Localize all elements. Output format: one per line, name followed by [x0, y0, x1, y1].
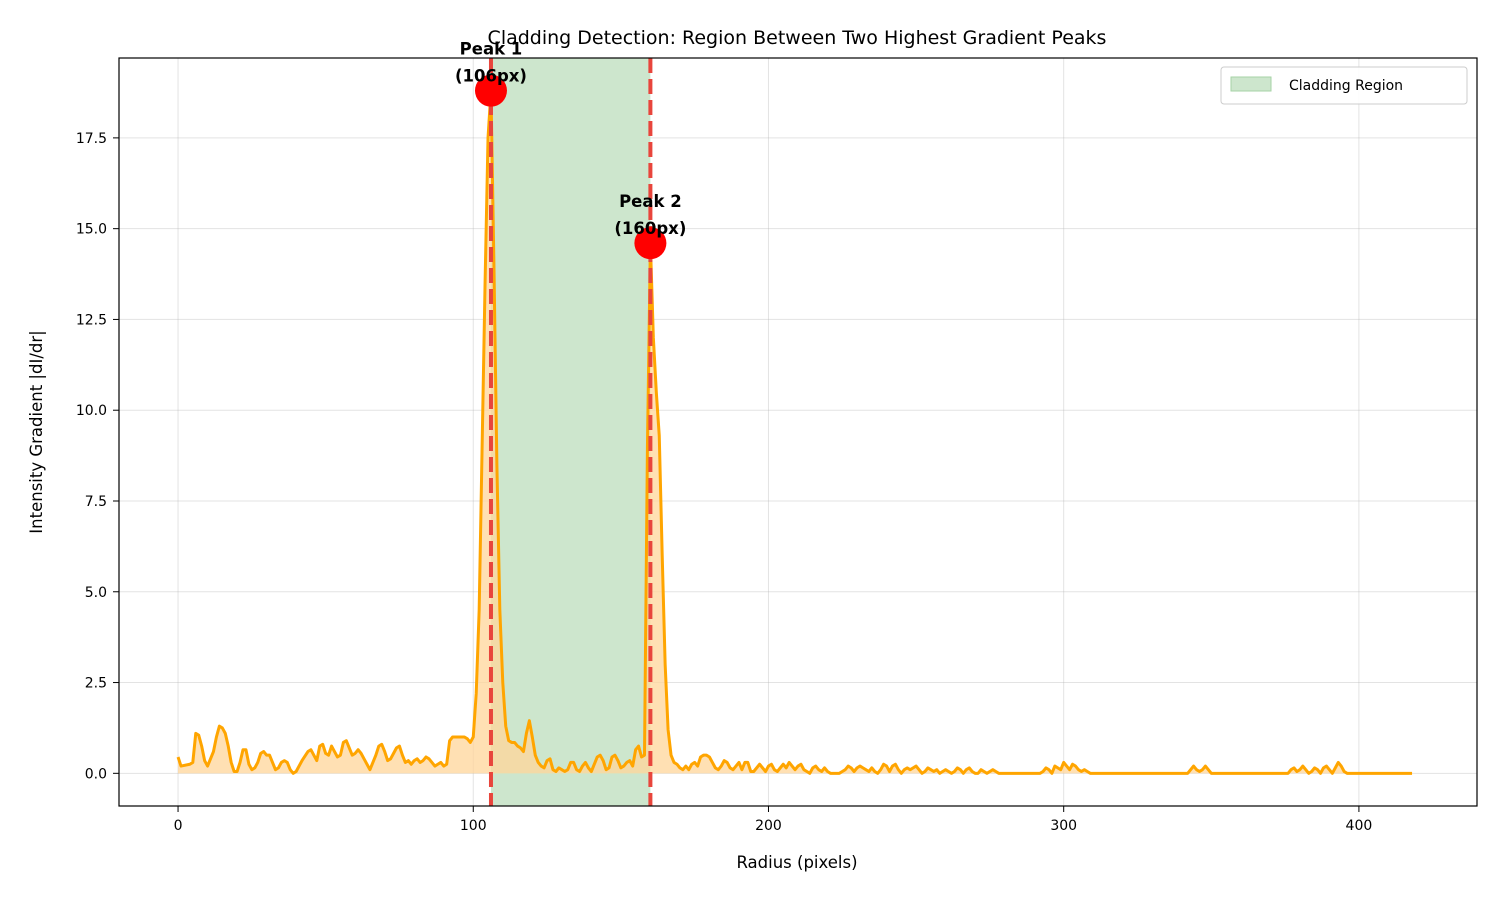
peak-position-1: (106px) — [455, 67, 527, 86]
peak-markers — [474, 74, 667, 260]
peak-marker-2 — [634, 227, 667, 260]
plot-frame — [118, 57, 1478, 807]
peak-marker-1 — [474, 74, 507, 107]
legend-box — [1220, 66, 1468, 105]
peak-name-2: Peak 2 — [619, 192, 682, 211]
x-tick-label: 300 — [1050, 818, 1077, 834]
y-tick-label: 17.5 — [76, 131, 107, 147]
y-axis-ticks: 0.0 2.5 5.0 7.5 10.0 12.5 15.0 17.5 — [76, 131, 119, 782]
y-tick-label: 10.0 — [76, 403, 107, 419]
grid — [119, 58, 1477, 806]
x-tick-label: 100 — [460, 818, 487, 834]
peak-labels: Peak 1 (106px) Peak 2 (160px) — [455, 40, 686, 239]
y-tick-label: 5.0 — [85, 585, 107, 601]
legend: Cladding Region — [1220, 66, 1468, 105]
legend-label-cladding-region: Cladding Region — [1289, 78, 1403, 94]
y-tick-label: 0.0 — [85, 766, 107, 782]
peak-lines — [488, 58, 653, 806]
y-tick-label: 15.0 — [76, 222, 107, 238]
x-tick-label: 200 — [755, 818, 782, 834]
x-tick-label: 400 — [1346, 818, 1373, 834]
peak-name-1: Peak 1 — [460, 40, 523, 59]
x-axis-label: Radius (pixels) — [736, 853, 857, 872]
gradient-series-line — [176, 89, 1413, 775]
y-tick-label: 12.5 — [76, 312, 107, 328]
legend-swatch-cladding-region — [1230, 76, 1272, 92]
cladding-region — [490, 58, 651, 806]
x-axis-ticks: 0 100 200 300 400 — [174, 806, 1373, 834]
y-axis-label: Intensity Gradient |dI/dr| — [27, 330, 46, 533]
y-tick-label: 2.5 — [85, 676, 107, 692]
peak-position-2: (160px) — [614, 219, 686, 238]
chart-title: Cladding Detection: Region Between Two H… — [488, 27, 1107, 49]
x-tick-label: 0 — [174, 818, 183, 834]
y-tick-label: 7.5 — [85, 494, 107, 510]
